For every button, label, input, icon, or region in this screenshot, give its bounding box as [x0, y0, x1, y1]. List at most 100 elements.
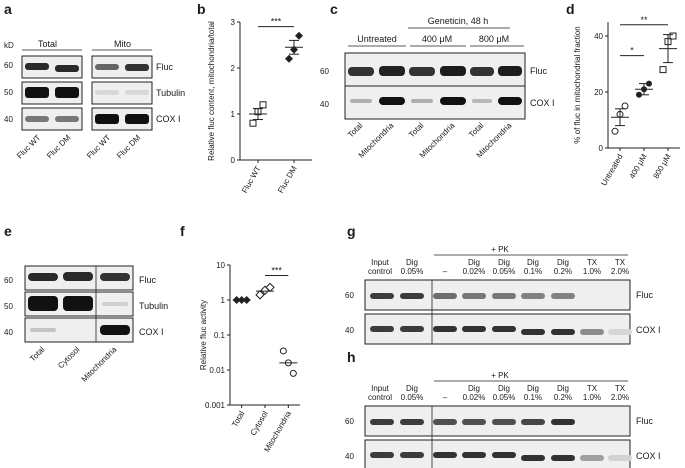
x-tick-label: 800 μM: [652, 152, 673, 180]
x-tick-label: 400 μM: [628, 152, 649, 180]
y-tick-label: 40: [594, 32, 603, 41]
band: [521, 329, 545, 335]
panel-e-mw-60: 60: [4, 276, 13, 285]
y-tick-label: 1: [221, 296, 226, 305]
data-point: [249, 119, 257, 127]
lane-label: 0.05%: [401, 393, 424, 402]
band: [433, 293, 457, 299]
panel-h-letter: h: [347, 349, 356, 365]
band: [521, 293, 545, 299]
band: [462, 452, 486, 458]
panel-c-band: [348, 67, 374, 76]
input-label: Input: [371, 258, 390, 267]
panel-c-lane-5: Total: [467, 121, 485, 139]
y-axis-label: Relative fluc activity: [199, 300, 208, 370]
band: [370, 452, 394, 458]
panel-a-blot-mito-fluc: [91, 55, 153, 79]
lane-label: TX: [587, 384, 598, 393]
lane-label: 0.1%: [524, 267, 542, 276]
band: [492, 419, 516, 425]
band: [400, 326, 424, 332]
lane-label: Dig: [406, 258, 418, 267]
panel-c-band: [498, 66, 522, 76]
y-tick-label: 20: [594, 88, 603, 97]
panel-c-band: [411, 99, 433, 103]
lane-label: Dig: [557, 258, 569, 267]
panel-e-band: [63, 296, 93, 311]
panel-e-band: [63, 272, 93, 281]
panel-e-letter: e: [4, 223, 12, 239]
lane-label: Dig: [527, 384, 539, 393]
panel-c-band-cox: COX I: [530, 98, 555, 108]
y-tick-label: 1: [231, 110, 236, 119]
lane-label: 2.0%: [611, 267, 629, 276]
panel-a-letter: a: [4, 1, 12, 17]
panel-e-lane-3: Mitochondria: [80, 345, 119, 384]
mw-label: 40: [345, 326, 354, 335]
panel-c-band: [440, 66, 466, 76]
panel-e-band: [100, 273, 130, 281]
panel-a-lane-3: Fluc WT: [85, 133, 112, 160]
y-tick-label: 10: [216, 261, 225, 270]
panel-a-band: [125, 114, 149, 124]
lane-label: 0.05%: [493, 393, 516, 402]
panel-a-band-tubulin: Tubulin: [156, 88, 185, 98]
band: [608, 329, 632, 335]
lane-label: –: [443, 267, 448, 276]
band: [551, 419, 575, 425]
band: [492, 452, 516, 458]
panel-c-band: [379, 97, 405, 105]
panel-c-band: [379, 66, 405, 76]
band: [492, 293, 516, 299]
band: [521, 455, 545, 461]
data-point: [659, 66, 667, 74]
panel-a-band: [55, 65, 79, 72]
lane-label: Dig: [406, 384, 418, 393]
panel-b-letter: b: [197, 1, 206, 17]
panel-e-band: [30, 328, 56, 332]
data-point: [611, 127, 619, 135]
band: [400, 419, 424, 425]
lane-label: TX: [615, 384, 626, 393]
band-label: Fluc: [636, 290, 654, 300]
panel-e-band: [28, 273, 58, 281]
panel-a-lane-2: Fluc DM: [45, 133, 73, 161]
band: [462, 326, 486, 332]
band-label: COX I: [636, 451, 661, 461]
band-label: Fluc: [636, 416, 654, 426]
panel-a-band: [55, 87, 79, 98]
panel-a-blot-total-cox: [21, 107, 83, 131]
panel-e-band-fluc: Fluc: [139, 275, 157, 285]
panel-a-band-cox: COX I: [156, 114, 181, 124]
panel-a-band: [95, 90, 119, 95]
panel-e-band-cox: COX I: [139, 327, 164, 337]
sig-label: ***: [271, 17, 282, 27]
panel-a-lane-4: Fluc DM: [115, 133, 143, 161]
lane-label: 0.05%: [401, 267, 424, 276]
panel-a-band: [25, 116, 49, 122]
band: [400, 293, 424, 299]
band: [370, 293, 394, 299]
input-label: Input: [371, 384, 390, 393]
pk-label: + PK: [491, 245, 509, 254]
panel-e: e 60 50 40 Fluc Tubulin COX I Total Cyto…: [4, 223, 168, 384]
panel-c-mw-40: 40: [320, 100, 329, 109]
band: [370, 326, 394, 332]
lane-label: Dig: [498, 258, 510, 267]
panel-c-band: [440, 97, 466, 105]
x-tick-label: Total: [230, 409, 246, 428]
panel-a-mw-50: 50: [4, 88, 13, 97]
lane-label: Dig: [468, 384, 480, 393]
panel-g-letter: g: [347, 223, 356, 239]
panel-e-band-tubulin: Tubulin: [139, 301, 168, 311]
band: [400, 452, 424, 458]
sig-label: ***: [271, 266, 282, 276]
band: [608, 455, 632, 461]
data-point: [265, 282, 275, 293]
band: [580, 455, 604, 461]
panel-c-band: [470, 67, 494, 76]
y-axis-label: % of fluc in mitochondrial fraction: [573, 26, 582, 143]
panel-c-band: [498, 97, 522, 105]
lane-label: 0.2%: [554, 393, 572, 402]
